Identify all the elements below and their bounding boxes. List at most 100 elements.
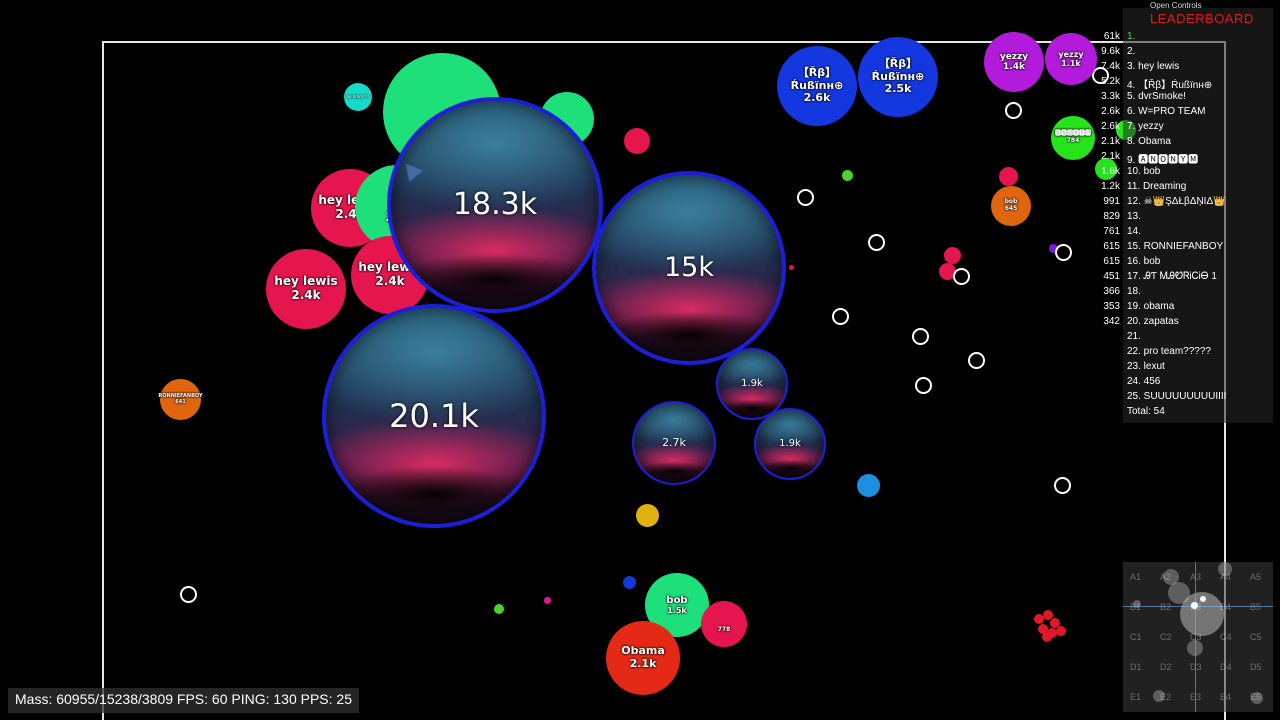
cell-mass: 2.4k (375, 274, 405, 288)
minimap-cell (1251, 692, 1263, 704)
minimap-sector-label: B2 (1160, 602, 1172, 612)
leaderboard-entry: 3. hey lewis (1127, 61, 1180, 72)
leaderboard-score: 353 (1103, 301, 1120, 312)
leaderboard-entry: 2. (1127, 46, 1136, 57)
leaderboard-entry: 15. RONNIEFANBOY (1127, 241, 1224, 252)
cell-mass: 1.9k (741, 378, 763, 390)
enemy-cell: 【Řβ】Ŕußïnн⊕ 2.5k (858, 37, 938, 117)
food-pellet (939, 263, 956, 280)
minimap-crosshair-horizontal (1123, 606, 1273, 607)
leaderboard-score: 829 (1103, 211, 1120, 222)
food-pellet (999, 167, 1018, 186)
enemy-cell: Obama 2.1k (606, 621, 680, 695)
leaderboard-score: 615 (1103, 241, 1120, 252)
cell-name: Obama (621, 644, 665, 658)
minimap-cell (1153, 690, 1165, 702)
leaderboard-entry: 8. Obama (1127, 136, 1171, 147)
minimap-sector-label: B4 (1220, 602, 1232, 612)
virus-ring (868, 234, 885, 251)
leaderboard-entry: 13. (1127, 211, 1141, 222)
minimap-sector-label: E2 (1160, 692, 1172, 702)
cell-mass: 1.9k (779, 438, 801, 450)
leaderboard-score: 2.1k (1101, 136, 1120, 147)
food-pellet (624, 128, 650, 154)
cell-name: bob (1004, 198, 1018, 206)
cell-name: yezzy (1058, 49, 1084, 59)
leaderboard-score: 342 (1103, 316, 1120, 327)
leaderboard-entry: 12. ☠👑ŞΔŁβΔŅİΔ👑 (1127, 196, 1226, 207)
ejected-mass (1050, 618, 1060, 628)
leaderboard-entry: 5. dvrSmoke! (1127, 91, 1186, 102)
leaderboard-entry: 17. ᎯƬ ᎷᎯᏬᏒᎥᏟᎥᎾ 1 (1127, 271, 1217, 282)
minimap-sector-label: E5 (1250, 692, 1262, 702)
virus-ring (968, 352, 985, 369)
food-pellet (1049, 244, 1058, 253)
food-pellet (636, 504, 659, 527)
leaderboard-entry: 1. (1127, 31, 1136, 42)
leaderboard-score: 615 (1103, 256, 1120, 267)
food-pellet (842, 170, 853, 181)
virus-ring (1055, 244, 1072, 261)
minimap-player-dot (1191, 602, 1198, 609)
cell-mass: 645 (1004, 205, 1018, 212)
minimap-sector-label: C2 (1160, 632, 1172, 642)
leaderboard-entry: 19. obama (1127, 301, 1175, 312)
virus-ring (1054, 477, 1071, 494)
minimap-sector-label: C1 (1130, 632, 1142, 642)
minimap-sector-label: D4 (1220, 662, 1232, 672)
minimap[interactable]: E5E4E3E2E1D5D4D3D2D1C5C4C3C2C1B5B4B3B2B1… (1123, 562, 1273, 712)
enemy-cell: 778 (701, 601, 747, 647)
minimap-sector-label: E4 (1220, 692, 1232, 702)
cell-mass: 18.3k (452, 186, 538, 222)
cell-name: 【Řβ】Ŕußïnн⊕ (871, 57, 925, 83)
cell-mass: 778 (717, 625, 731, 633)
cell-name: RONNIEFANBOY (158, 392, 203, 399)
minimap-sector-label: B5 (1250, 602, 1262, 612)
ejected-mass (1038, 624, 1048, 634)
cell-name: bob (666, 594, 688, 606)
ejected-mass (1043, 610, 1053, 620)
leaderboard-entry: 23. lexut (1127, 361, 1165, 372)
enemy-cell: yezzy 1.4k (984, 32, 1044, 92)
leaderboard-entry: 4. 【Řβ】Ŕußïnн⊕ (1127, 80, 1213, 91)
leaderboard-score: 1.6k (1101, 166, 1120, 177)
open-controls-link[interactable]: Open Controls (1150, 1, 1202, 10)
cell-mass: 2.6k (803, 91, 831, 105)
minimap-cell (1163, 569, 1179, 585)
minimap-sector-label: E1 (1130, 692, 1142, 702)
leaderboard-entry: 20. zapatas (1127, 316, 1179, 327)
player-cell: 20.1k (322, 304, 546, 528)
leaderboard-score: 5.2k (1101, 76, 1120, 87)
minimap-player-dot (1200, 596, 1206, 602)
stats-bar: Mass: 60955/15238/3809 FPS: 60 PING: 130… (8, 688, 359, 713)
ejected-mass (1047, 628, 1057, 638)
minimap-sector-label: B1 (1130, 602, 1142, 612)
leaderboard-entry: 9. 🅰🅽🅾🅽🆈🅼 (1127, 155, 1199, 166)
enemy-cell: yezzy 1.1k (1045, 33, 1097, 85)
virus-ring (912, 328, 929, 345)
minimap-sector-label: D2 (1160, 662, 1172, 672)
leaderboard-score: 3.3k (1101, 91, 1120, 102)
cell-mass: 2.4k (291, 288, 321, 302)
leaderboard-title: LEADERBOARD (1150, 11, 1254, 26)
enemy-cell: 🅰🅽🅾🅽🆈🅼 784 (1051, 116, 1095, 160)
player-cell: 2.7k (632, 401, 716, 485)
leaderboard-score: 61k (1103, 31, 1120, 42)
minimap-cell (1133, 600, 1141, 608)
food-pellet (1095, 158, 1117, 180)
minimap-sector-label: C4 (1220, 632, 1232, 642)
minimap-cell (1218, 562, 1232, 576)
leaderboard-score: 2.6k (1101, 121, 1120, 132)
cell-mass: 1.5k (667, 606, 687, 616)
leaderboard-score: 2.1k (1101, 151, 1120, 162)
ejected-mass (1034, 614, 1044, 624)
cell-mass: 1.1k (1061, 59, 1081, 68)
leaderboard-entry: 10. bob (1127, 166, 1161, 177)
virus-ring (953, 268, 970, 285)
leaderboard-score: 991 (1103, 196, 1120, 207)
minimap-sector-label: D5 (1250, 662, 1262, 672)
cell-mass: 2.1k (629, 657, 657, 670)
enemy-cell: 【Řβ】Ŕußïnн⊕ 2.6k (777, 46, 857, 126)
leaderboard-entry: 6. W=PRO TEAM (1127, 106, 1206, 117)
